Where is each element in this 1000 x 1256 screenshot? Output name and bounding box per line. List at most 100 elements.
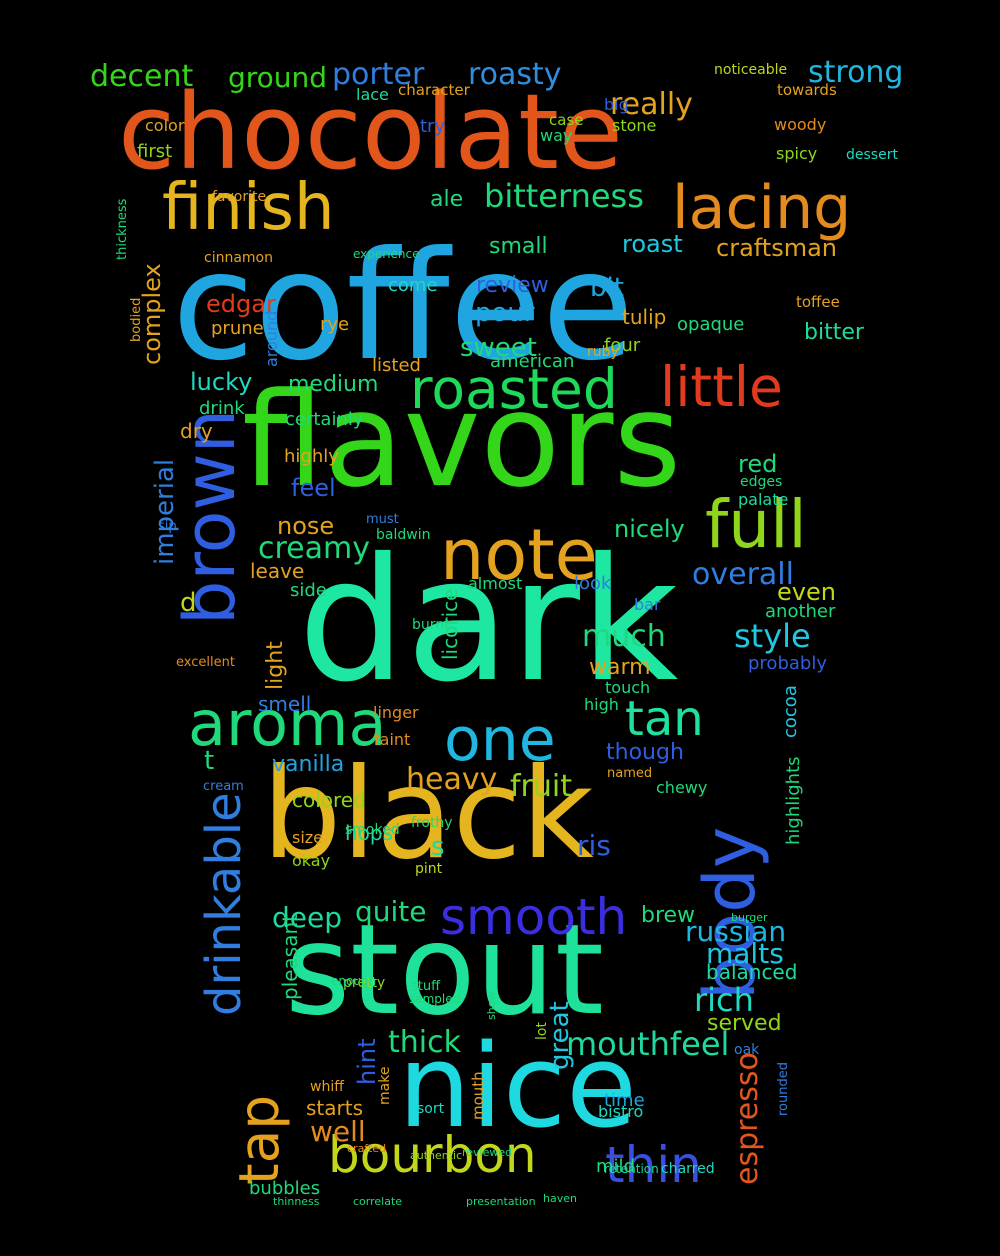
cloud-word: reviewed: [462, 1146, 513, 1159]
cloud-word: another: [765, 601, 836, 622]
cloud-word: lacing: [672, 173, 852, 243]
cloud-word: finish: [162, 171, 335, 245]
cloud-word: bubbles: [249, 1178, 321, 1199]
cloud-word: t: [204, 746, 215, 776]
cloud-word: dessert: [846, 147, 898, 163]
cloud-word: baldwin: [376, 527, 431, 543]
cloud-word: chocolate: [118, 71, 623, 193]
cloud-word: aroma: [188, 687, 387, 760]
cloud-word: cream: [203, 779, 244, 794]
cloud-word: rye: [320, 314, 350, 335]
cloud-word: served: [707, 1011, 782, 1036]
cloud-word: color: [145, 116, 185, 135]
cloud-word: four: [604, 335, 641, 356]
cloud-word: lace: [356, 85, 389, 104]
cloud-word: well: [310, 1115, 366, 1148]
cloud-word: espresso: [730, 1052, 765, 1185]
cloud-word: certainly: [285, 409, 364, 430]
cloud-word: oak: [734, 1042, 760, 1058]
cloud-word: authentic: [410, 1149, 463, 1162]
cloud-word: tan: [625, 691, 704, 747]
cloud-word: almost: [468, 574, 523, 593]
cloud-word: toffee: [796, 293, 840, 311]
cloud-word: thick: [388, 1025, 461, 1060]
cloud-word: pretty: [343, 975, 386, 991]
cloud-word: s: [431, 832, 445, 862]
cloud-word: bit: [590, 273, 624, 303]
cloud-word: excellent: [176, 655, 235, 670]
cloud-word: okay: [292, 851, 331, 870]
cloud-word: sip: [158, 519, 177, 534]
cloud-word: rounded: [776, 1062, 791, 1116]
cloud-word: flavors: [242, 364, 682, 516]
cloud-word: touch: [605, 678, 651, 697]
cloud-word: pint: [415, 861, 443, 877]
cloud-word: warm: [589, 655, 651, 680]
cloud-word: haven: [543, 1192, 577, 1205]
cloud-word: probably: [748, 653, 827, 674]
cloud-word: must: [366, 512, 399, 527]
cloud-word: quite: [355, 895, 427, 928]
cloud-word: full: [705, 486, 807, 563]
cloud-word: towards: [777, 81, 837, 99]
cloud-word: burnt: [412, 617, 450, 633]
cloud-word: sort: [417, 1101, 445, 1117]
cloud-word: one: [444, 705, 556, 775]
cloud-word: chewy: [656, 778, 708, 797]
cloud-word: correlate: [353, 1195, 403, 1208]
cloud-word: bodied: [129, 297, 144, 342]
cloud-word: enough: [331, 974, 377, 988]
cloud-word: colored: [292, 788, 366, 812]
cloud-word: make: [377, 1066, 393, 1105]
cloud-word: nice: [398, 1020, 637, 1154]
cloud-word: lucky: [190, 368, 253, 396]
cloud-word: thickness: [115, 198, 130, 260]
cloud-word: medium: [288, 372, 379, 397]
cloud-word: drinkable: [196, 792, 252, 1016]
cloud-word: starts: [306, 1096, 364, 1120]
cloud-word: style: [734, 617, 811, 655]
cloud-word: pleasant: [278, 913, 302, 1000]
cloud-word: hint: [353, 1038, 381, 1086]
cloud-word: bitterness: [484, 177, 644, 215]
cloud-word: malts: [706, 937, 784, 970]
cloud-word: feel: [291, 474, 336, 502]
cloud-word: red: [738, 450, 778, 478]
cloud-word: little: [660, 355, 783, 419]
cloud-word: russian: [685, 915, 787, 948]
cloud-word: charred: [661, 1161, 715, 1177]
cloud-word: much: [582, 619, 666, 654]
cloud-word: spicy: [776, 144, 818, 163]
cloud-word: size: [292, 828, 324, 847]
cloud-word: dry: [180, 419, 213, 443]
cloud-word: roasty: [468, 57, 562, 92]
cloud-word: lot: [534, 1022, 550, 1040]
cloud-word: show: [485, 991, 498, 1020]
cloud-word: hops: [345, 821, 394, 845]
cloud-word: cocoa: [780, 685, 801, 738]
cloud-word: time: [604, 1090, 645, 1111]
cloud-word: mouth: [469, 1071, 487, 1120]
cloud-word: thin: [605, 1136, 702, 1194]
cloud-word: try: [420, 116, 446, 137]
cloud-word: nose: [277, 512, 335, 540]
cloud-word: crafted: [347, 1142, 387, 1155]
cloud-word: drink: [199, 398, 245, 419]
cloud-word: edges: [740, 474, 783, 490]
cloud-word: edgar: [206, 290, 276, 318]
cloud-word: light: [263, 641, 288, 690]
cloud-word: faint: [374, 730, 411, 749]
cloud-word: decent: [90, 59, 194, 94]
cloud-word: heavy: [406, 762, 498, 797]
cloud-word: linger: [373, 703, 419, 722]
cloud-word: bar: [634, 595, 661, 614]
cloud-word: fruit: [510, 769, 573, 804]
cloud-word: prune: [211, 318, 264, 339]
cloud-word: ground: [228, 61, 328, 94]
cloud-word: review: [476, 273, 549, 298]
cloud-word: bitter: [804, 320, 864, 345]
cloud-word: creamy: [258, 531, 370, 566]
cloud-word: stout: [285, 898, 604, 1043]
cloud-word: d: [180, 588, 197, 618]
cloud-word: burger: [731, 911, 768, 924]
